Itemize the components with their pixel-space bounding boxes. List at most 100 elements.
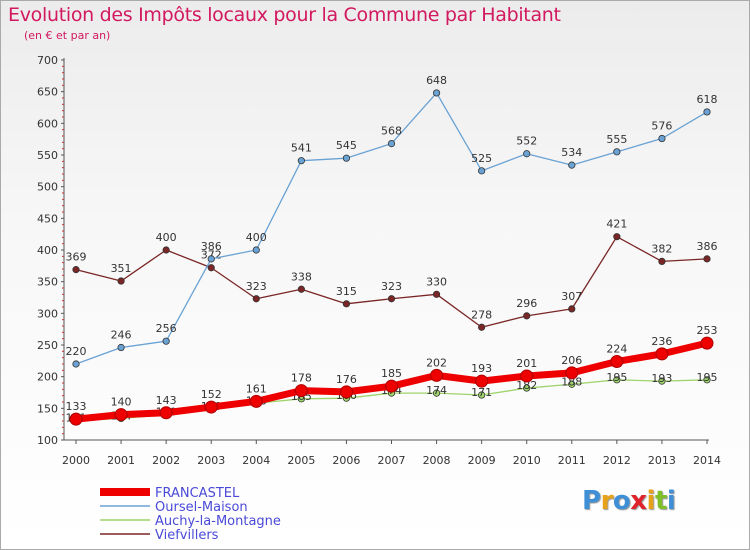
data-label: 421 — [606, 218, 627, 231]
proxiti-logo: Proxiti — [582, 486, 676, 516]
data-label: 206 — [561, 354, 582, 367]
x-tick-label: 2010 — [513, 454, 541, 467]
data-point — [523, 312, 531, 320]
data-point — [249, 394, 263, 408]
data-point — [385, 379, 398, 393]
data-label: 382 — [651, 242, 672, 255]
data-point — [159, 406, 173, 420]
legend-label: Viefvillers — [155, 528, 219, 543]
data-label: 534 — [561, 146, 582, 159]
data-point — [658, 257, 666, 265]
y-tick-label: 700 — [37, 54, 58, 67]
x-tick-label: 2004 — [242, 454, 270, 467]
data-label: 400 — [246, 231, 267, 244]
data-point — [387, 295, 396, 303]
data-label: 220 — [66, 345, 87, 358]
data-point — [568, 380, 576, 388]
data-label: 236 — [651, 335, 672, 348]
y-tick-label: 250 — [37, 339, 58, 352]
data-label: 193 — [651, 372, 672, 385]
data-label: 296 — [516, 297, 537, 310]
data-label: 256 — [156, 322, 177, 335]
data-label: 338 — [291, 270, 312, 283]
x-tick-label: 2007 — [378, 454, 406, 467]
logo-letter: i — [646, 486, 656, 516]
y-tick-label: 350 — [37, 276, 58, 289]
series-oursel-maison: 220 246 256 386 400 541 545 568 648 525 552 534 555 5… — [66, 74, 718, 368]
data-label: 195 — [697, 371, 718, 384]
x-tick-label: 2006 — [332, 454, 360, 467]
data-label: 195 — [606, 371, 627, 384]
data-point — [297, 285, 305, 293]
data-label: 330 — [426, 275, 447, 288]
data-label: 568 — [381, 125, 402, 138]
data-point — [342, 300, 351, 308]
data-point — [568, 305, 576, 313]
data-point — [72, 360, 80, 368]
data-point — [703, 255, 711, 263]
data-label: 278 — [471, 308, 492, 321]
logo-letter: i — [666, 486, 676, 516]
data-label: 178 — [291, 372, 312, 385]
data-label: 576 — [651, 120, 672, 133]
x-tick-label: 2001 — [107, 454, 135, 467]
data-point — [114, 408, 128, 422]
data-point — [613, 233, 621, 241]
data-label: 174 — [426, 384, 447, 397]
chart-title: Evolution des Impôts locaux pour la Comm… — [8, 4, 561, 26]
data-point — [658, 134, 666, 143]
data-point — [252, 295, 260, 303]
data-label: 525 — [471, 152, 492, 165]
data-label: 618 — [697, 93, 718, 106]
data-label: 140 — [111, 396, 132, 409]
data-label: 171 — [471, 386, 492, 399]
x-tick-label: 2013 — [648, 454, 676, 467]
data-label: 193 — [471, 362, 492, 375]
x-tick-label: 2012 — [603, 454, 631, 467]
data-point — [430, 368, 444, 382]
data-label: 541 — [291, 142, 312, 155]
chart-subtitle: (en € et par an) — [24, 29, 111, 42]
data-point — [523, 384, 531, 392]
y-tick-label: 600 — [37, 117, 58, 130]
data-point — [703, 108, 711, 116]
data-point — [475, 374, 489, 388]
data-label: 143 — [156, 394, 177, 407]
data-point — [207, 264, 215, 272]
data-label: 555 — [606, 133, 627, 146]
x-tick-label: 2003 — [197, 454, 225, 467]
y-tick-label: 500 — [37, 181, 58, 194]
legend-label: Oursel-Maison — [155, 500, 248, 515]
data-label: 323 — [246, 280, 267, 293]
y-tick-label: 150 — [37, 402, 58, 415]
legend-label: FRANCASTEL — [155, 486, 240, 501]
x-tick-label: 2008 — [423, 454, 451, 467]
data-label: 545 — [336, 139, 357, 152]
data-label: 188 — [561, 375, 582, 388]
x-tick-label: 2002 — [152, 454, 180, 467]
data-point — [69, 412, 83, 426]
data-point — [294, 384, 308, 398]
data-point — [613, 376, 621, 384]
y-tick-label: 400 — [37, 244, 58, 257]
legend-label: Auchy-la-Montagne — [155, 514, 281, 529]
data-point — [72, 266, 80, 274]
data-point — [478, 167, 486, 175]
data-point — [252, 246, 260, 254]
data-label: 161 — [246, 382, 267, 395]
data-point — [478, 391, 486, 399]
y-tick-label: 450 — [37, 212, 58, 225]
data-label: 369 — [66, 251, 87, 264]
x-tick-label: 2005 — [287, 454, 315, 467]
data-label: 224 — [606, 342, 627, 355]
y-tick-label: 200 — [37, 371, 58, 384]
data-label: 182 — [516, 379, 537, 392]
y-tick-label: 100 — [37, 434, 58, 447]
logo-letter: r — [600, 486, 614, 516]
logo-letter: x — [630, 486, 647, 516]
data-label: 386 — [201, 240, 222, 253]
data-point — [613, 148, 621, 156]
data-label: 201 — [516, 357, 537, 370]
